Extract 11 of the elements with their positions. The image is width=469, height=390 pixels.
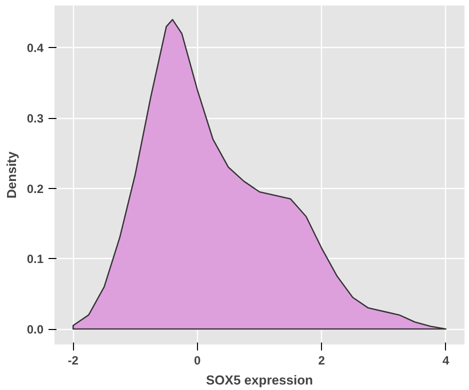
y-tick-label: 0.0 (26, 322, 44, 337)
x-tick-label: -2 (68, 354, 79, 368)
x-axis-title: SOX5 expression (206, 372, 314, 388)
y-tick-label: 0.4 (26, 41, 44, 56)
x-tick-label: 4 (442, 354, 450, 368)
x-tick-label: 2 (318, 354, 326, 368)
x-tick-label: 0 (194, 354, 202, 368)
y-tick-label: 0.3 (26, 112, 44, 126)
y-tick-label: 0.2 (26, 182, 44, 196)
y-tick-label: 0.1 (26, 252, 44, 266)
y-axis-title: Density (4, 150, 19, 198)
